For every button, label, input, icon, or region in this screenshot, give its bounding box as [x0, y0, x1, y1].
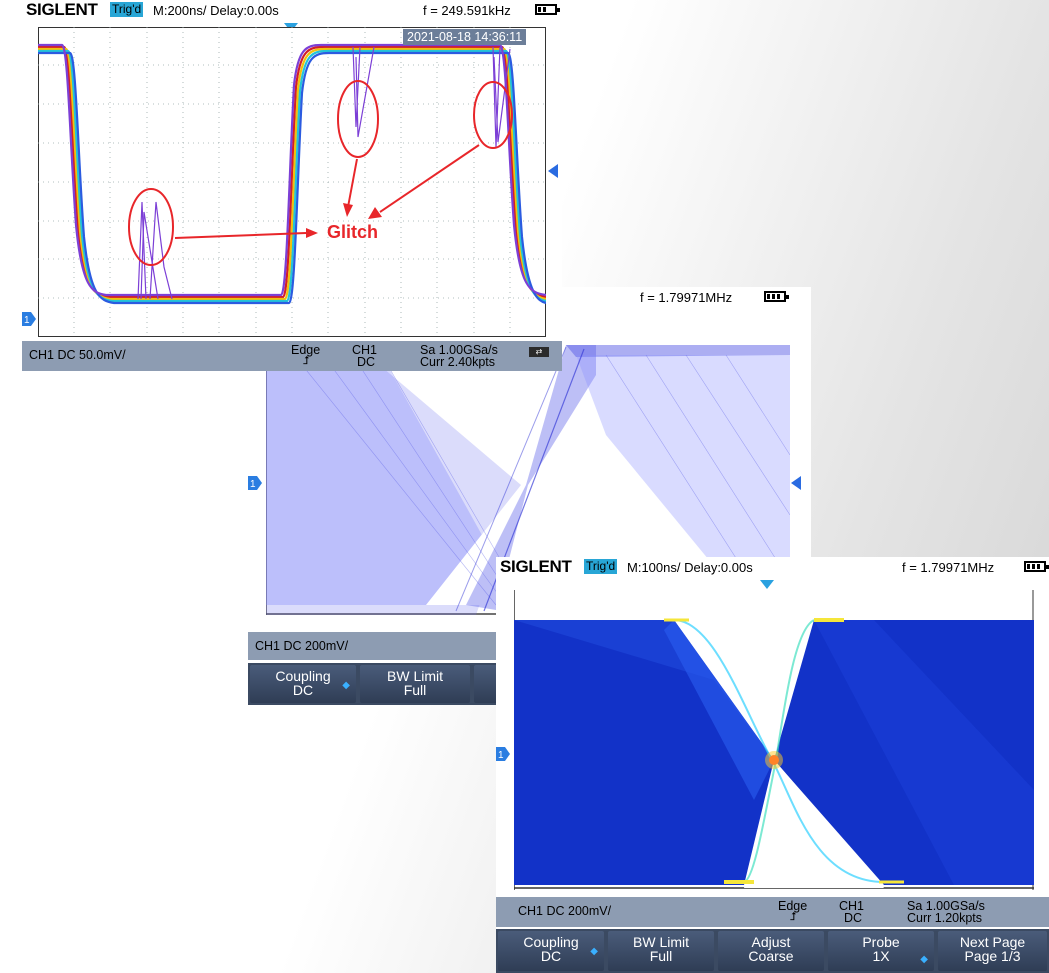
- status-bar: CH1 DC 200mV/ Edge ⮥ CH1 DC Sa 1.00GSa/s…: [496, 897, 1049, 927]
- memory-depth: Curr 1.20kpts: [907, 911, 983, 925]
- siglent-logo: SIGLENT: [500, 557, 572, 576]
- channel-marker-icon: 1: [248, 476, 262, 490]
- adjust-softkey[interactable]: Adjust Coarse: [718, 931, 824, 971]
- trigger-source: CH1: [839, 899, 865, 913]
- channel-marker-icon: 1: [496, 747, 510, 761]
- bw-limit-softkey[interactable]: BW Limit Full: [360, 665, 470, 703]
- timebase-readout: M:100ns/ Delay:0.00s: [627, 560, 753, 575]
- knob-icon: ◆: [920, 954, 928, 965]
- waveform-plot: [514, 590, 1034, 890]
- glitch-label: Glitch: [327, 222, 379, 242]
- svg-text:1: 1: [250, 479, 256, 490]
- sample-rate: Sa 1.00GSa/s: [420, 343, 498, 357]
- channel-marker-icon: 1: [22, 312, 36, 326]
- timebase-readout: M:200ns/ Delay:0.00s: [153, 3, 279, 18]
- siglent-logo: SIGLENT: [26, 0, 98, 19]
- coupling-softkey[interactable]: Coupling DC ◆: [250, 665, 356, 703]
- battery-icon: [1024, 561, 1049, 572]
- top-bar: SIGLENT Trig'd M:200ns/ Delay:0.00s f = …: [22, 0, 562, 20]
- trigger-position-icon: [760, 580, 774, 589]
- svg-text:1: 1: [498, 750, 504, 761]
- channel-scale: CH1 DC 200mV/: [518, 904, 612, 918]
- frequency-readout: f = 1.79971MHz: [902, 560, 995, 575]
- next-page-softkey[interactable]: Next Page Page 1/3: [938, 931, 1047, 971]
- trigger-status-badge: Trig'd: [584, 559, 618, 574]
- sample-rate: Sa 1.00GSa/s: [907, 899, 985, 913]
- probe-softkey[interactable]: Probe 1X ◆: [828, 931, 934, 971]
- memory-depth: Curr 2.40kpts: [420, 355, 496, 369]
- coupling-softkey[interactable]: Coupling DC ◆: [498, 931, 604, 971]
- svg-text:1: 1: [24, 315, 30, 326]
- trigger-type: Edge: [778, 899, 808, 913]
- frequency-readout: f = 1.79971MHz: [640, 290, 733, 305]
- scope-screen-1: SIGLENT Trig'd M:200ns/ Delay:0.00s f = …: [22, 0, 562, 371]
- knob-icon: ◆: [342, 680, 350, 691]
- battery-icon: [764, 291, 789, 302]
- battery-icon: [535, 4, 560, 15]
- waveform-plot: [38, 27, 546, 337]
- trigger-coupling: DC: [357, 355, 376, 369]
- softkey-menu: Coupling DC ◆ BW Limit Full Adjust Coarse P…: [496, 929, 1049, 973]
- trigger-level-icon: [791, 476, 801, 490]
- scope-screen-3: SIGLENT Trig'd M:100ns/ Delay:0.00s f = …: [496, 557, 1049, 973]
- usb-icon: ⇄: [529, 347, 549, 357]
- trigger-status-badge: Trig'd: [110, 2, 144, 17]
- channel-scale: CH1 DC 50.0mV/: [29, 348, 126, 362]
- frequency-readout: f = 249.591kHz: [423, 3, 511, 18]
- status-bar: CH1 DC 50.0mV/ Edge ⮥ CH1 DC Sa 1.00GSa/…: [22, 341, 562, 371]
- edge-icon: ⮥: [790, 911, 797, 923]
- channel-scale: CH1 DC 200mV/: [255, 639, 349, 653]
- trigger-coupling: DC: [844, 911, 863, 925]
- bw-limit-softkey[interactable]: BW Limit Full: [608, 931, 714, 971]
- datetime-readout: 2021-08-18 14:36:11: [403, 29, 527, 45]
- trigger-type: Edge: [291, 343, 321, 357]
- trigger-source: CH1: [352, 343, 378, 357]
- trigger-level-icon: [548, 164, 558, 178]
- top-bar: SIGLENT Trig'd M:100ns/ Delay:0.00s f = …: [496, 557, 1049, 577]
- knob-icon: ◆: [590, 946, 598, 957]
- edge-icon: ⮥: [303, 355, 310, 367]
